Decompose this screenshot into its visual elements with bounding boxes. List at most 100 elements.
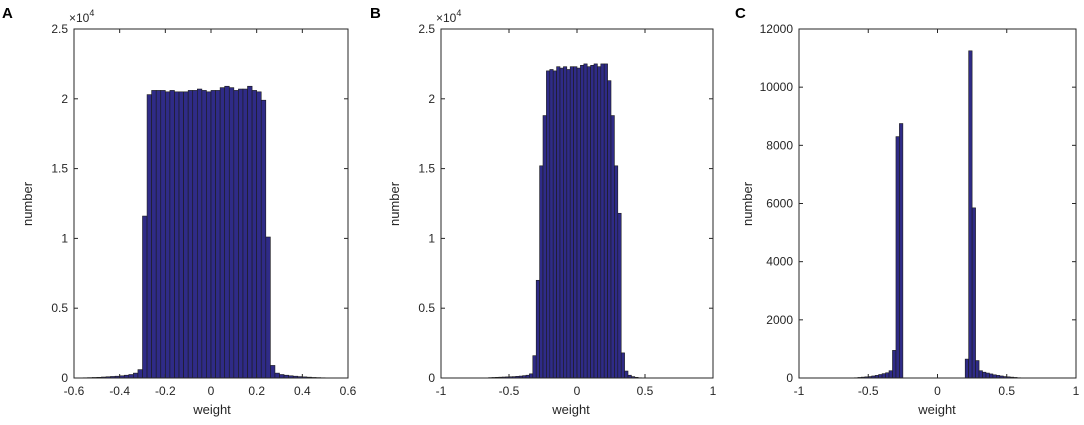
x-axis-title-a: weight [192,402,231,417]
histogram-bar-a [210,90,216,379]
panel-b: B ×104 number weight -1 -0.5 0 0.5 1 0 0.5 1 1.5… [370,5,717,417]
x-tick-label: -0.2 [155,384,176,398]
histogram-bar-b [563,66,568,379]
histogram-bar-a [228,87,235,379]
x-tick-label: 0.5 [637,384,654,398]
histogram-bar-b [542,115,547,379]
histogram-bar-b [624,370,629,379]
y-tick-label: 2000 [766,313,793,327]
histogram-bar-a [169,90,175,379]
y-tick-label: 6000 [766,197,793,211]
y-tick-label: 12000 [760,22,794,36]
plot-frame-a [73,28,349,379]
histogram-bar-a [192,90,198,379]
plot-frame-b [440,28,714,379]
histogram-bar-c [978,370,983,379]
histogram-bar-a [260,99,267,379]
y-tick-label: 2 [428,92,435,106]
histogram-bar-a [183,91,189,379]
histogram-bar-a [201,90,207,379]
histogram-bar-c [895,136,900,379]
histogram-bar-b [614,165,619,379]
histogram-bar-b [620,352,625,379]
histogram-bar-c [971,207,976,379]
histogram-bar-c [899,123,904,379]
histogram-bar-b [529,373,534,379]
histogram-bar-b [535,279,540,379]
histogram-bar-a [224,85,230,379]
histogram-bar-a [133,372,139,379]
histogram-bar-a [274,372,280,379]
histogram-bar-a [233,90,239,379]
histogram-bar-a [206,91,212,379]
histogram-bar-a [270,365,276,379]
y-tick-label: 1.5 [51,162,68,176]
histogram-bar-a [155,90,162,379]
histogram-bar-c [989,373,994,379]
y-tick-label: 4000 [766,255,793,269]
y-tick-label: 0.5 [418,301,435,315]
y-tick-label: 0 [428,371,435,385]
histogram-bar-b [603,63,608,379]
y-tick-label: 0.5 [51,301,68,315]
histogram-bar-a [242,88,248,379]
histogram-bar-a [215,90,221,379]
histogram-bar-a [128,374,134,379]
histogram-bar-b [569,66,574,379]
y-tick-label: 8000 [766,138,793,152]
x-tick-label: 1 [1073,384,1080,398]
histogram-bar-a [265,236,271,379]
axis-ticks-a: -0.6 -0.4 -0.2 0 0.2 0.4 0.6 0 0.5 1 1.5 2 2.5 [51,22,356,398]
histogram-bar-b [576,67,581,379]
y-axis-exponent-b: ×104 [436,8,461,25]
histogram-bar-b [552,70,557,379]
y-tick-label: 2.5 [51,22,68,36]
y-tick-label: 0 [61,371,68,385]
histogram-bar-a [279,374,285,379]
x-tick-label: 0.2 [248,384,265,398]
x-axis-title-b: weight [551,402,590,417]
y-tick-label: 1.5 [418,162,435,176]
histogram-bar-a [137,369,143,379]
histogram-bars-b [488,63,642,379]
histogram-bar-a [219,87,226,379]
histogram-bar-b [617,212,622,379]
panel-a: A ×104 number weight -0.6 -0.4 -0.2 0 0.2 0.4… [2,5,357,417]
y-tick-label: 1 [428,231,435,245]
histogram-bars-a [82,85,331,379]
x-tick-label: 0.4 [294,384,311,398]
histogram-bar-b [600,63,605,379]
histogram-bar-b [573,66,578,379]
panel-label-b: B [370,5,381,22]
histogram-bar-a [178,91,184,379]
histogram-bar-c [881,373,886,379]
y-axis-exponent-a: ×104 [69,8,94,25]
histogram-bar-a [160,90,166,379]
x-tick-label: 0 [208,384,215,398]
panel-label-c: C [735,5,746,22]
plot-frame-c [798,28,1077,379]
y-axis-title-a: number [20,181,35,226]
y-tick-label: 1 [61,231,68,245]
x-tick-label: -0.5 [858,384,879,398]
histogram-bar-b [586,66,591,379]
histogram-bars-c [854,50,1025,379]
x-tick-label: 0.5 [998,384,1015,398]
histogram-bar-b [590,65,595,379]
x-tick-label: 0 [934,384,941,398]
histogram-bar-c [885,372,890,379]
histogram-bar-a [146,94,152,379]
x-tick-label: -1 [794,384,805,398]
x-axis-title-c: weight [917,402,956,417]
histogram-bar-a [197,88,203,379]
histogram-bar-a [165,91,171,379]
y-axis-title-c: number [740,181,755,226]
histogram-bar-c [985,372,990,379]
histogram-bar-a [251,90,257,379]
x-tick-label: 0.6 [340,384,357,398]
histogram-bar-b [549,69,554,379]
y-tick-label: 2 [61,92,68,106]
histogram-bar-a [174,91,180,379]
x-tick-label: 0 [574,384,581,398]
